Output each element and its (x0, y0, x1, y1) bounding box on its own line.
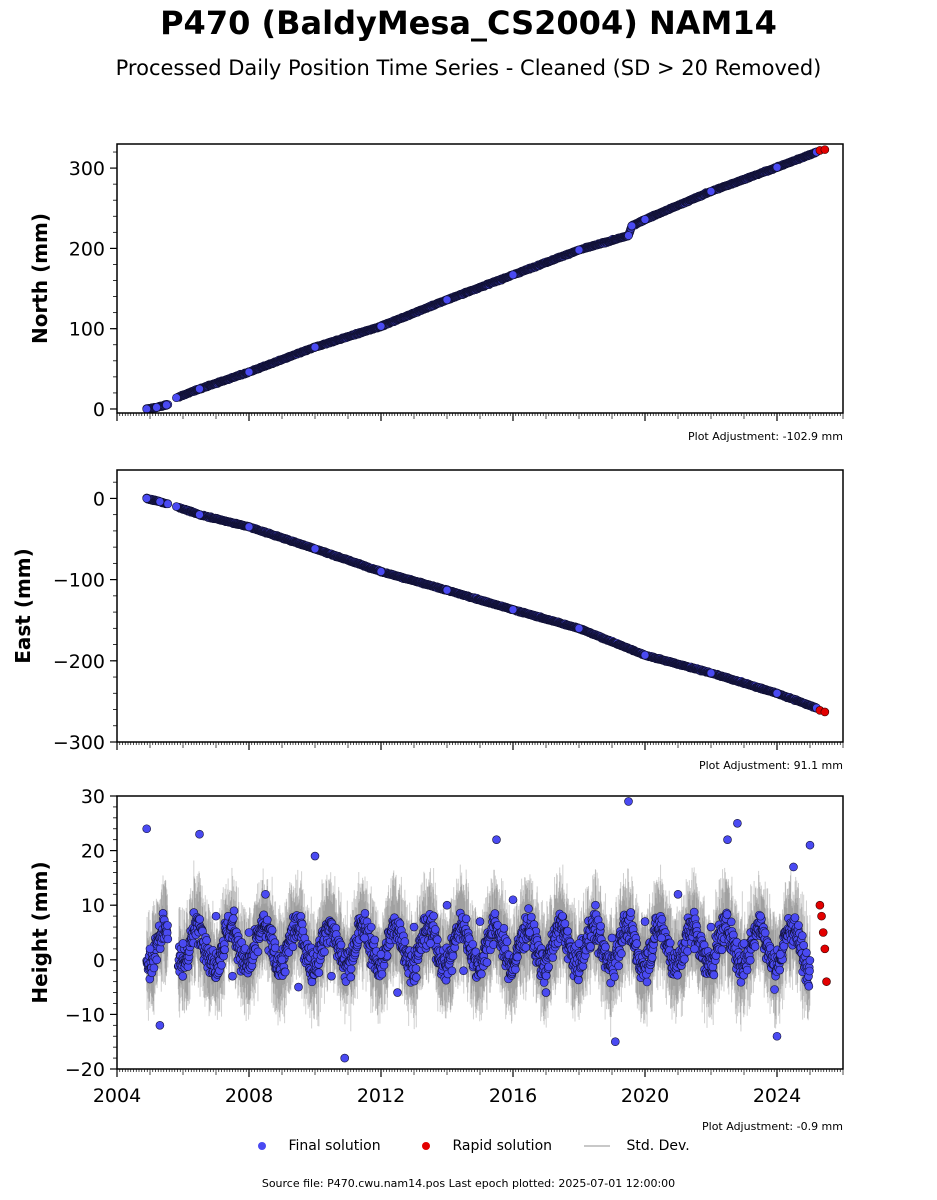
plot-adjustment-north: Plot Adjustment: -102.9 mm (688, 430, 843, 443)
final-solution-point (142, 404, 151, 413)
ytick-label-north: 0 (93, 399, 105, 421)
ytick-label-north: 200 (69, 238, 105, 260)
final-solution-point (195, 384, 204, 394)
ylabel-north: North (mm) (28, 213, 52, 344)
final-solution-point (574, 245, 584, 255)
rapid-solution-point (820, 145, 830, 154)
final-solution-point (442, 295, 452, 305)
final-solution-point (706, 187, 716, 196)
final-solution-point (152, 403, 161, 412)
final-solution-point (162, 400, 171, 410)
final-solution-point (376, 321, 386, 331)
final-solution-point (508, 270, 518, 280)
ytick-label-north: 100 (69, 319, 105, 341)
final-solution-point (310, 342, 320, 352)
final-solution-point (624, 231, 633, 240)
ytick-label-north: 300 (69, 158, 105, 180)
final-solution-point (772, 162, 782, 172)
final-solution-point (627, 221, 637, 231)
plot-area-east (142, 493, 830, 717)
final-solution-point (172, 393, 181, 403)
chart-subtitle: Processed Daily Position Time Series - C… (115, 56, 822, 80)
final-solution-point (640, 215, 650, 224)
plot-area-north (142, 145, 830, 413)
final-solution-point (244, 367, 254, 377)
chart-title: P470 (BaldyMesa_CS2004) NAM14 (160, 4, 777, 42)
